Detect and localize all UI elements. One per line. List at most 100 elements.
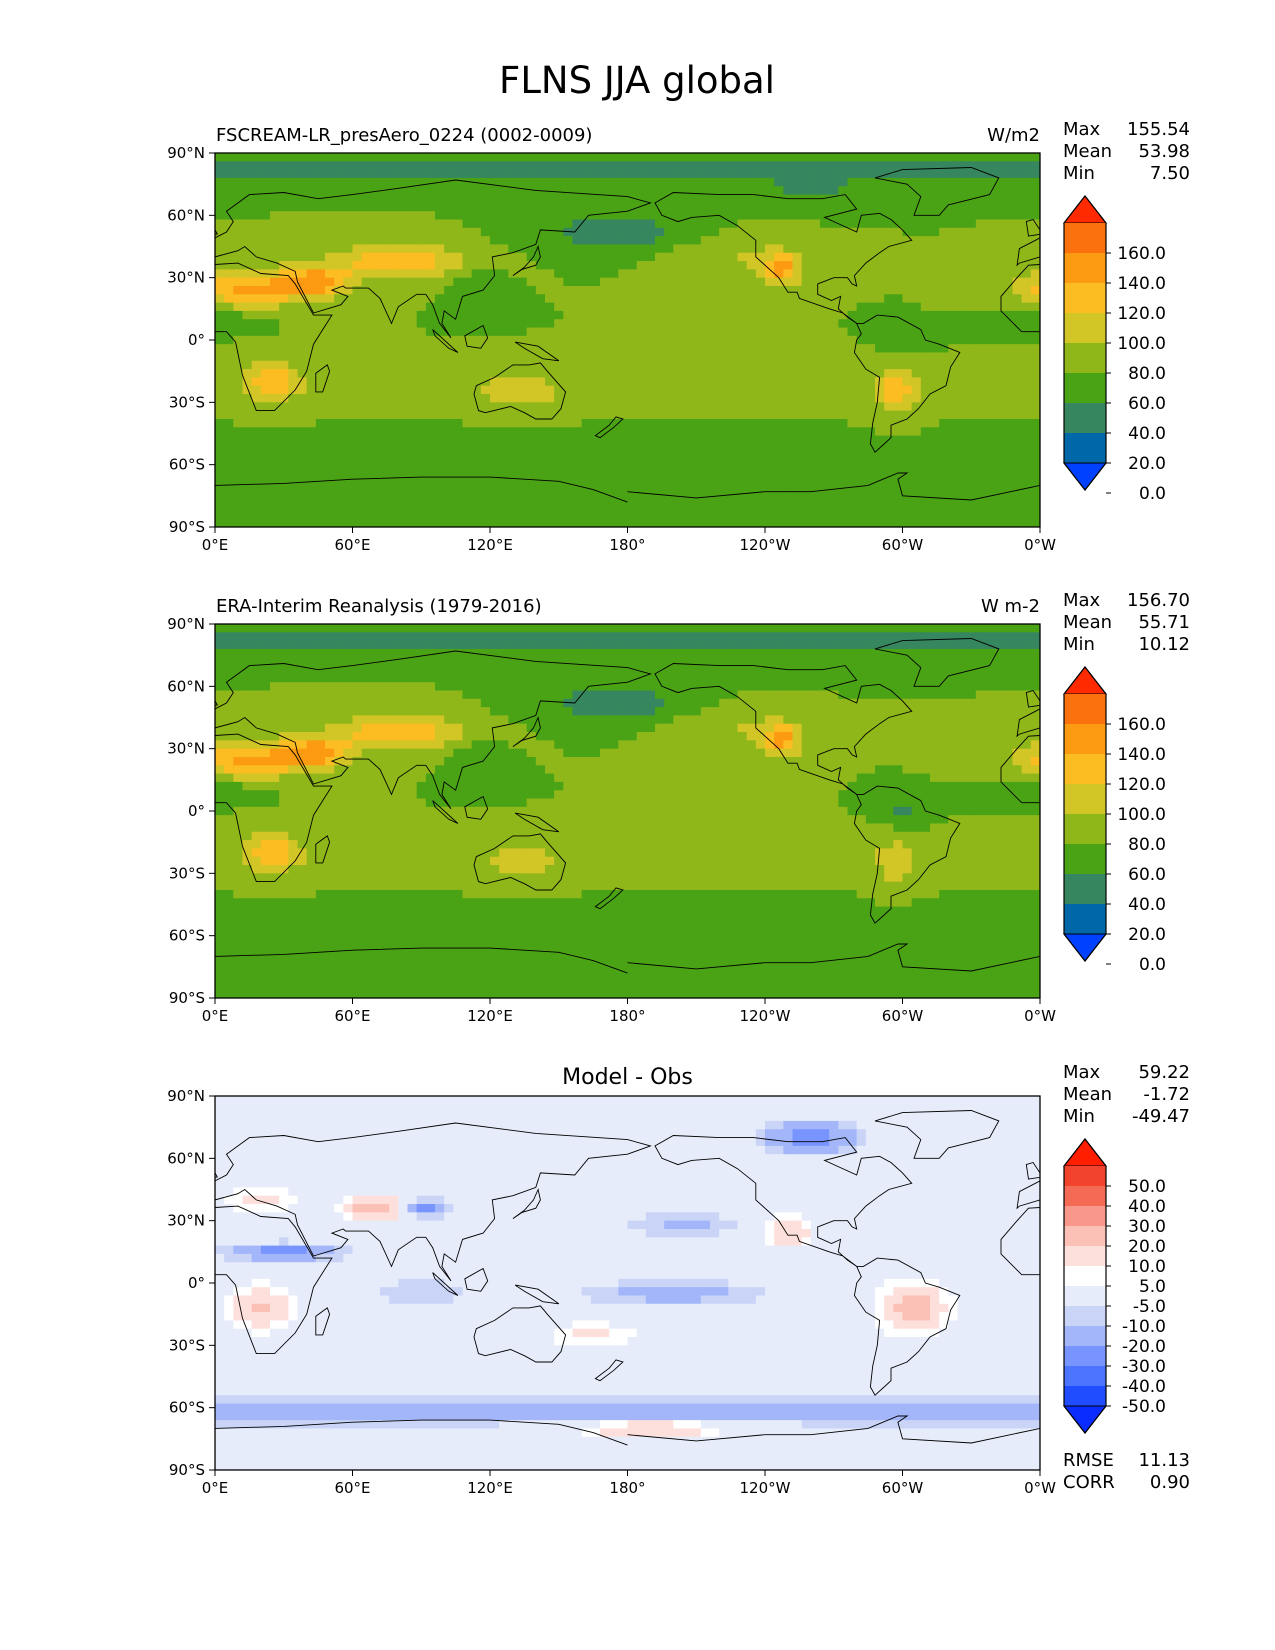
heatmap-cell [765,219,775,229]
heatmap-cell [792,169,803,179]
heatmap-cell [260,435,271,445]
heatmap-cell [1021,161,1032,171]
heatmap-cell [783,327,794,337]
heatmap-cell [820,394,830,403]
heatmap-cell [526,460,537,470]
heatmap-cell [755,319,766,329]
heatmap-cell [563,632,574,642]
heatmap-cell [682,518,693,527]
heatmap-cell [847,394,858,403]
heatmap-cell [361,302,372,312]
heatmap-cell [902,169,913,179]
heatmap-cell [508,402,519,412]
heatmap-cell [490,369,500,378]
heatmap-cell [453,327,464,337]
heatmap-cell [1021,493,1032,503]
heatmap-cell [765,460,775,470]
heatmap-cell [425,244,436,254]
heatmap-cell [545,244,555,254]
heatmap-cell [279,261,289,270]
heatmap-cell [499,294,509,304]
heatmap-cell [746,269,757,279]
heatmap-cell [655,161,665,171]
heatmap-cell [215,360,225,370]
heatmap-cell [994,468,1004,478]
heatmap-cell [471,640,482,650]
heatmap-cell [407,302,418,312]
heatmap-cell [737,352,748,362]
heatmap-cell [1012,194,1023,204]
heatmap-cell [1012,227,1023,237]
heatmap-cell [985,227,995,237]
heatmap-cell [462,682,473,692]
heatmap-cell [948,310,959,320]
heatmap-cell [380,302,390,312]
heatmap-cell [673,277,684,287]
heatmap-cell [810,211,821,221]
heatmap-cell [911,665,922,675]
heatmap-cell [728,435,739,445]
heatmap-cell [370,335,381,345]
heatmap-cell [545,252,555,262]
heatmap-cell [554,169,564,179]
heatmap-cell [1012,460,1023,470]
heatmap-cell [645,186,656,196]
heatmap-cell [251,335,262,345]
heatmap-cell [893,502,904,511]
heatmap-cell [407,186,418,196]
heatmap-cell [389,394,399,403]
heatmap-cell [792,460,803,470]
heatmap-cell [902,443,913,453]
heatmap-cell [1021,294,1032,304]
heatmap-cell [380,344,390,354]
heatmap-cell [288,352,299,362]
heatmap-cell [1030,493,1040,503]
heatmap-cell [792,510,803,520]
heatmap-cell [508,665,519,675]
heatmap-cell [224,402,234,412]
heatmap-cell [636,161,647,171]
heatmap-cell [792,624,803,633]
heatmap-cell [251,294,262,304]
heatmap-cell [618,202,629,212]
heatmap-cell [315,624,326,633]
heatmap-cell [416,227,427,237]
heatmap-cell [352,665,363,675]
heatmap-cell [260,261,271,270]
heatmap-cell [1030,186,1040,196]
heatmap-cell [957,310,968,320]
heatmap-cell [636,640,647,650]
heatmap-cell [370,360,381,370]
heatmap-cell [462,186,473,196]
heatmap-cell [691,673,702,683]
heatmap-cell [444,640,454,650]
heatmap-cell [774,648,784,658]
colorbar-label: 140.0 [1117,274,1166,294]
heatmap-cell [370,327,381,337]
heatmap-cell [728,468,739,478]
heatmap-cell [810,161,821,171]
heatmap-cell [572,682,583,692]
heatmap-cell [600,518,610,527]
heatmap-cell [719,648,729,658]
heatmap-cell [1021,285,1032,295]
heatmap-cell [581,219,592,229]
heatmap-cell [829,327,839,337]
heatmap-cell [444,485,454,495]
heatmap-cell [939,369,949,378]
heatmap-cell [1030,244,1040,254]
heatmap-cell [682,632,693,642]
heatmap-cell [279,277,289,287]
heatmap-cell [407,252,418,262]
heatmap-cell [352,194,363,204]
heatmap-cell [260,227,271,237]
heatmap-cell [801,518,812,527]
heatmap-cell [554,665,564,675]
heatmap-cell [215,427,225,437]
heatmap-cell [645,402,656,412]
heatmap-cell [563,648,574,658]
heatmap-cell [755,310,766,320]
heatmap-cell [755,244,766,254]
heatmap-cell [471,277,482,287]
heatmap-cell [875,153,885,162]
